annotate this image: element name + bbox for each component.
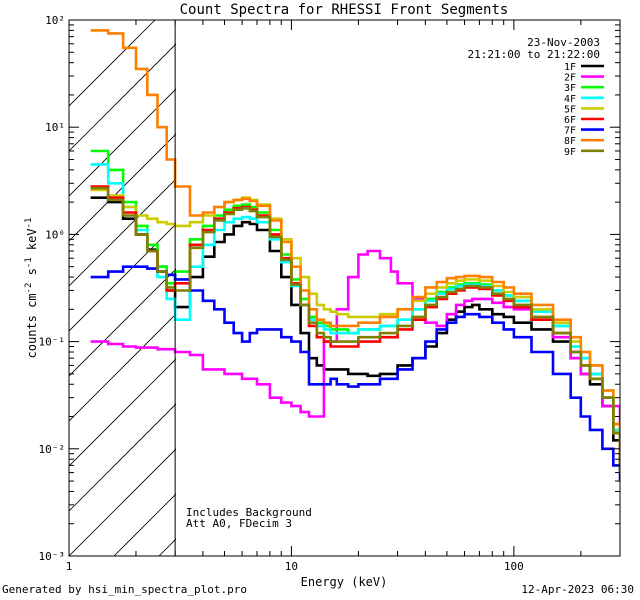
axes: 1 10 100 10⁻³ 10⁻² 10⁻¹ 10⁰ 10¹ 10² — [39, 14, 621, 573]
legend-label: 2F — [564, 73, 576, 84]
annotation-background: Includes Background — [186, 506, 312, 519]
footer-timestamp: 12-Apr-2023 06:30 — [521, 583, 634, 596]
hatch-line — [69, 448, 176, 556]
legend-label: 9F — [564, 147, 576, 158]
date-label: 23-Nov-2003 — [527, 36, 600, 49]
legend-label: 3F — [564, 83, 576, 94]
annotation-attenuator: Att A0, FDecim 3 — [186, 517, 292, 530]
legend-label: 8F — [564, 136, 576, 147]
series-line-1F — [90, 196, 620, 473]
x-tick-label: 100 — [504, 560, 524, 573]
time-range-label: 21:21:00 to 21:22:00 — [468, 48, 600, 61]
y-tick-label: 10¹ — [45, 121, 65, 134]
legend-label: 6F — [564, 115, 576, 126]
hatch-line — [609, 20, 640, 556]
footer-generated-by: Generated by hsi_min_spectra_plot.pro — [2, 583, 248, 596]
hatch-line — [69, 313, 176, 422]
x-tick-label: 1 — [66, 560, 73, 573]
hatch-line — [519, 20, 640, 556]
series-line-2F — [90, 249, 620, 460]
hatch-line — [69, 223, 176, 332]
x-tick-label: 10 — [285, 560, 298, 573]
hatch-line — [69, 403, 176, 512]
hatch-line — [474, 20, 640, 556]
series-layer — [90, 29, 620, 482]
y-axis-label: counts cm-2 s-1 keV-1 — [24, 218, 39, 359]
series-line-4F — [90, 163, 620, 466]
legend-label: 1F — [564, 62, 576, 73]
legend-label: 7F — [564, 126, 576, 137]
hatch-line — [113, 493, 176, 556]
hatch-region — [69, 20, 640, 556]
legend-label: 5F — [564, 104, 576, 115]
series-line-9F — [90, 186, 620, 473]
series-line-8F — [90, 29, 620, 460]
y-tick-label: 10⁻³ — [39, 550, 66, 563]
y-tick-label: 10² — [45, 14, 65, 27]
plot-frame — [68, 19, 621, 557]
hatch-line — [69, 88, 176, 197]
chart-title: Count Spectra for RHESSI Front Segments — [180, 2, 509, 18]
hatch-line — [69, 268, 176, 377]
y-tick-label: 10⁰ — [45, 228, 65, 241]
hatch-line — [69, 133, 176, 242]
hatch-line — [69, 43, 176, 152]
series-line-5F — [90, 188, 620, 460]
y-tick-label: 10⁻² — [39, 443, 66, 456]
y-tick-label: 10⁻¹ — [39, 336, 66, 349]
x-axis-label: Energy (keV) — [301, 575, 388, 589]
legend-label: 4F — [564, 94, 576, 105]
